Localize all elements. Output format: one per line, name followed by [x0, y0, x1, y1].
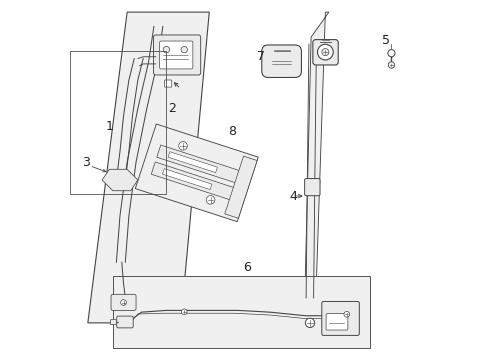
Circle shape: [206, 195, 215, 204]
Polygon shape: [102, 169, 138, 191]
Text: 7: 7: [257, 50, 265, 63]
Circle shape: [305, 318, 315, 328]
Text: 8: 8: [228, 125, 237, 138]
Bar: [113, 276, 370, 348]
Polygon shape: [88, 12, 209, 323]
Text: 6: 6: [243, 261, 251, 274]
Circle shape: [181, 46, 188, 53]
FancyBboxPatch shape: [111, 294, 136, 310]
Text: 5: 5: [382, 34, 390, 47]
Polygon shape: [168, 152, 218, 172]
Polygon shape: [163, 169, 212, 190]
Circle shape: [318, 44, 333, 60]
Text: 1: 1: [105, 120, 113, 133]
Polygon shape: [135, 124, 258, 222]
FancyBboxPatch shape: [326, 314, 348, 330]
Circle shape: [181, 309, 187, 315]
FancyBboxPatch shape: [322, 301, 359, 336]
Text: 4: 4: [289, 190, 297, 203]
Polygon shape: [304, 12, 329, 334]
Circle shape: [121, 300, 126, 305]
Polygon shape: [151, 162, 237, 201]
Circle shape: [388, 50, 395, 57]
FancyBboxPatch shape: [160, 41, 193, 69]
Circle shape: [344, 311, 350, 317]
Polygon shape: [157, 145, 242, 184]
Circle shape: [322, 49, 329, 56]
Circle shape: [179, 141, 187, 150]
Bar: [70, 51, 167, 194]
FancyBboxPatch shape: [305, 179, 320, 196]
FancyBboxPatch shape: [117, 316, 133, 328]
FancyBboxPatch shape: [165, 80, 172, 87]
FancyBboxPatch shape: [153, 35, 201, 75]
Text: 3: 3: [82, 156, 90, 168]
FancyBboxPatch shape: [262, 45, 301, 77]
Circle shape: [163, 46, 170, 53]
FancyBboxPatch shape: [110, 320, 117, 325]
FancyBboxPatch shape: [313, 40, 338, 65]
Text: 2: 2: [168, 102, 176, 115]
Circle shape: [388, 62, 394, 68]
Polygon shape: [225, 156, 257, 218]
